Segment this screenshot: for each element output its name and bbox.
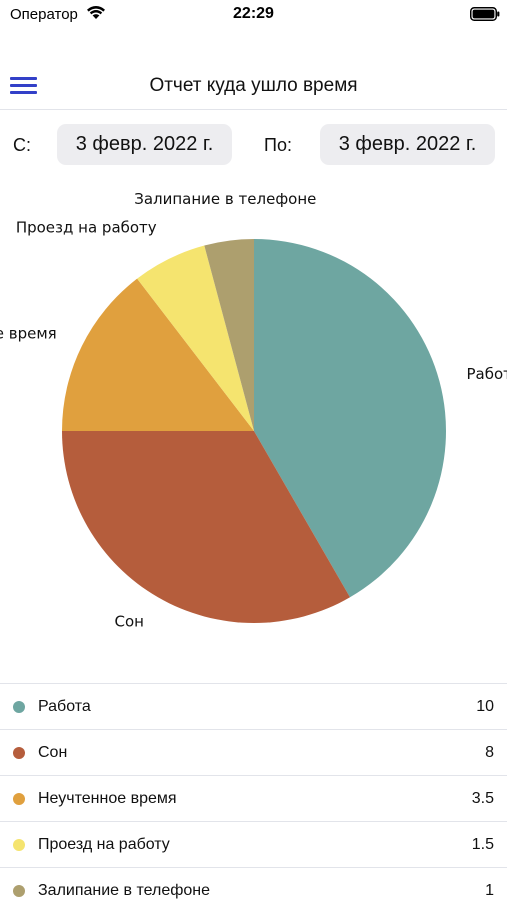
pie-label-sleep: Сон [115, 613, 144, 631]
pie-chart-svg: Работа Сон Неучтенное время Проезд на работ… [0, 190, 507, 631]
legend-value: 1.5 [471, 836, 494, 853]
legend-dot [13, 747, 25, 759]
pie-slice-sleep [62, 431, 350, 623]
wifi-icon [87, 6, 105, 19]
legend-row-sleep[interactable]: Сон 8 [0, 730, 507, 776]
legend-name: Неучтенное время [38, 790, 177, 807]
legend-value: 3.5 [471, 790, 494, 807]
pie-label-phone: Залипание в телефоне [134, 190, 316, 208]
legend-name: Сон [38, 744, 68, 761]
legend-value: 10 [476, 698, 494, 715]
hamburger-icon[interactable] [10, 74, 38, 96]
date-range-selector: С: 3 февр. 2022 г. По: 3 февр. 2022 г. [0, 124, 507, 166]
pie-label-unaccounted: Неучтенное время [0, 325, 57, 343]
navigation-bar: Отчет куда ушло время [0, 60, 507, 110]
legend-name: Залипание в телефоне [38, 882, 211, 899]
legend-row-unaccounted[interactable]: Неучтенное время 3.5 [0, 776, 507, 822]
pie-label-commute: Проезд на работу [16, 219, 157, 237]
legend-row-commute[interactable]: Проезд на работу 1.5 [0, 822, 507, 868]
carrier-name: Оператор [10, 6, 78, 23]
pie-slice-phone [204, 239, 254, 431]
pie-slice-unaccounted [62, 278, 254, 431]
legend-dot [13, 701, 25, 713]
legend-dot [13, 839, 25, 851]
legend-name: Работа [38, 698, 91, 715]
legend-dot [13, 793, 25, 805]
to-date-picker[interactable]: 3 февр. 2022 г. [320, 124, 495, 165]
status-time: 22:29 [233, 5, 274, 22]
pie-label-work: Работа [467, 365, 507, 383]
pie-slice-commute [137, 245, 254, 431]
legend-row-phone[interactable]: Залипание в телефоне 1 [0, 868, 507, 900]
from-date-picker[interactable]: 3 февр. 2022 г. [57, 124, 232, 165]
legend-dot [13, 885, 25, 897]
status-bar: Оператор 22:29 [0, 0, 507, 30]
pie-chart: Работа Сон Неучтенное время Проезд на работ… [0, 190, 507, 660]
legend-row-work[interactable]: Работа 10 [0, 684, 507, 730]
legend-value: 1 [485, 882, 494, 899]
legend-name: Проезд на работу [38, 836, 170, 853]
legend-value: 8 [485, 744, 494, 761]
pie-slice-work [254, 239, 447, 598]
from-date-label: С: [13, 135, 31, 155]
legend-list: Работа 10 Сон 8 Неучтенное время 3.5 Про… [0, 683, 507, 900]
to-date-label: По: [264, 135, 292, 155]
battery-icon [470, 7, 500, 21]
page-title: Отчет куда ушло время [149, 75, 358, 96]
